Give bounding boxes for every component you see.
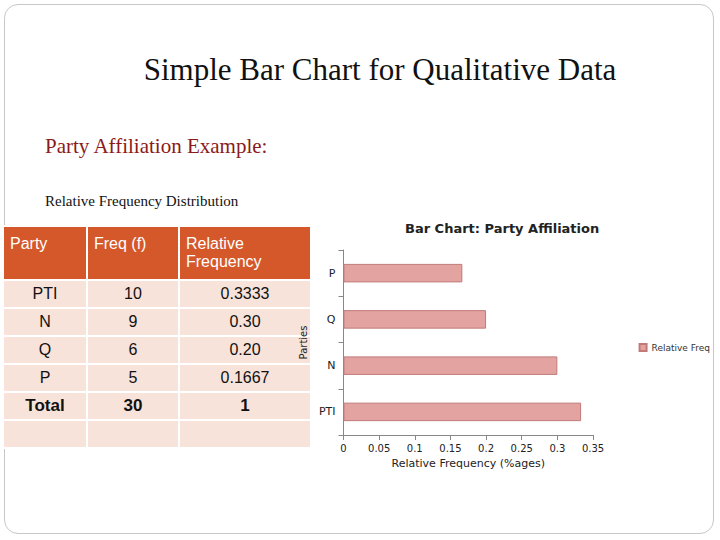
- svg-text:Parties: Parties: [298, 326, 309, 360]
- html-text:0.1667: 0.1667: [220, 369, 270, 386]
- svg-text:P: P: [329, 267, 336, 280]
- svg-text:Bar Chart: Party Affiliation: Bar Chart: Party Affiliation: [405, 221, 599, 236]
- html-text:0.20: 0.20: [229, 341, 261, 358]
- svg-text:0.3: 0.3: [549, 443, 565, 454]
- html-text:Total: Total: [25, 396, 65, 415]
- svg-text:N: N: [327, 359, 335, 372]
- html-text:Simple Bar Chart for Qualitati: Simple Bar Chart for Qualitative Data: [143, 52, 617, 87]
- html-text:Party Affiliation Example:: Party Affiliation Example:: [45, 134, 268, 158]
- svg-text:0.35: 0.35: [582, 443, 604, 454]
- svg-text:Relative Freq: Relative Freq: [652, 343, 710, 353]
- html-text:30: 30: [123, 396, 143, 415]
- svg-text:PTI: PTI: [319, 405, 336, 418]
- html-text:N: N: [39, 313, 51, 330]
- svg-text:0.1: 0.1: [407, 443, 423, 454]
- html-text:6: 6: [128, 341, 138, 358]
- svg-text:Relative Frequency (%ages): Relative Frequency (%ages): [392, 457, 545, 470]
- html-text:5: 5: [128, 369, 138, 386]
- svg-text:Q: Q: [327, 313, 336, 326]
- svg-text:0.25: 0.25: [511, 443, 533, 454]
- html-text:Relative Frequency: Relative Frequency: [186, 235, 262, 270]
- html-text:Q: Q: [38, 341, 52, 358]
- html-text:0.3333: 0.3333: [220, 285, 270, 302]
- html-text:0.30: 0.30: [229, 313, 261, 330]
- svg-text:0.15: 0.15: [439, 443, 461, 454]
- html-text:P: P: [39, 369, 51, 386]
- html-text:Party: Party: [10, 235, 48, 252]
- html-text:Relative Frequency Distributio: Relative Frequency Distribution: [45, 193, 239, 209]
- html-text:9: 9: [128, 313, 138, 330]
- svg-text:0.2: 0.2: [478, 443, 494, 454]
- html-text:Freq (f): Freq (f): [94, 235, 147, 252]
- svg-text:0: 0: [340, 443, 346, 454]
- html-text:10: 10: [124, 285, 142, 302]
- svg-text:0.05: 0.05: [368, 443, 390, 454]
- html-text:1: 1: [240, 396, 250, 415]
- html-text:PTI: PTI: [32, 285, 58, 302]
